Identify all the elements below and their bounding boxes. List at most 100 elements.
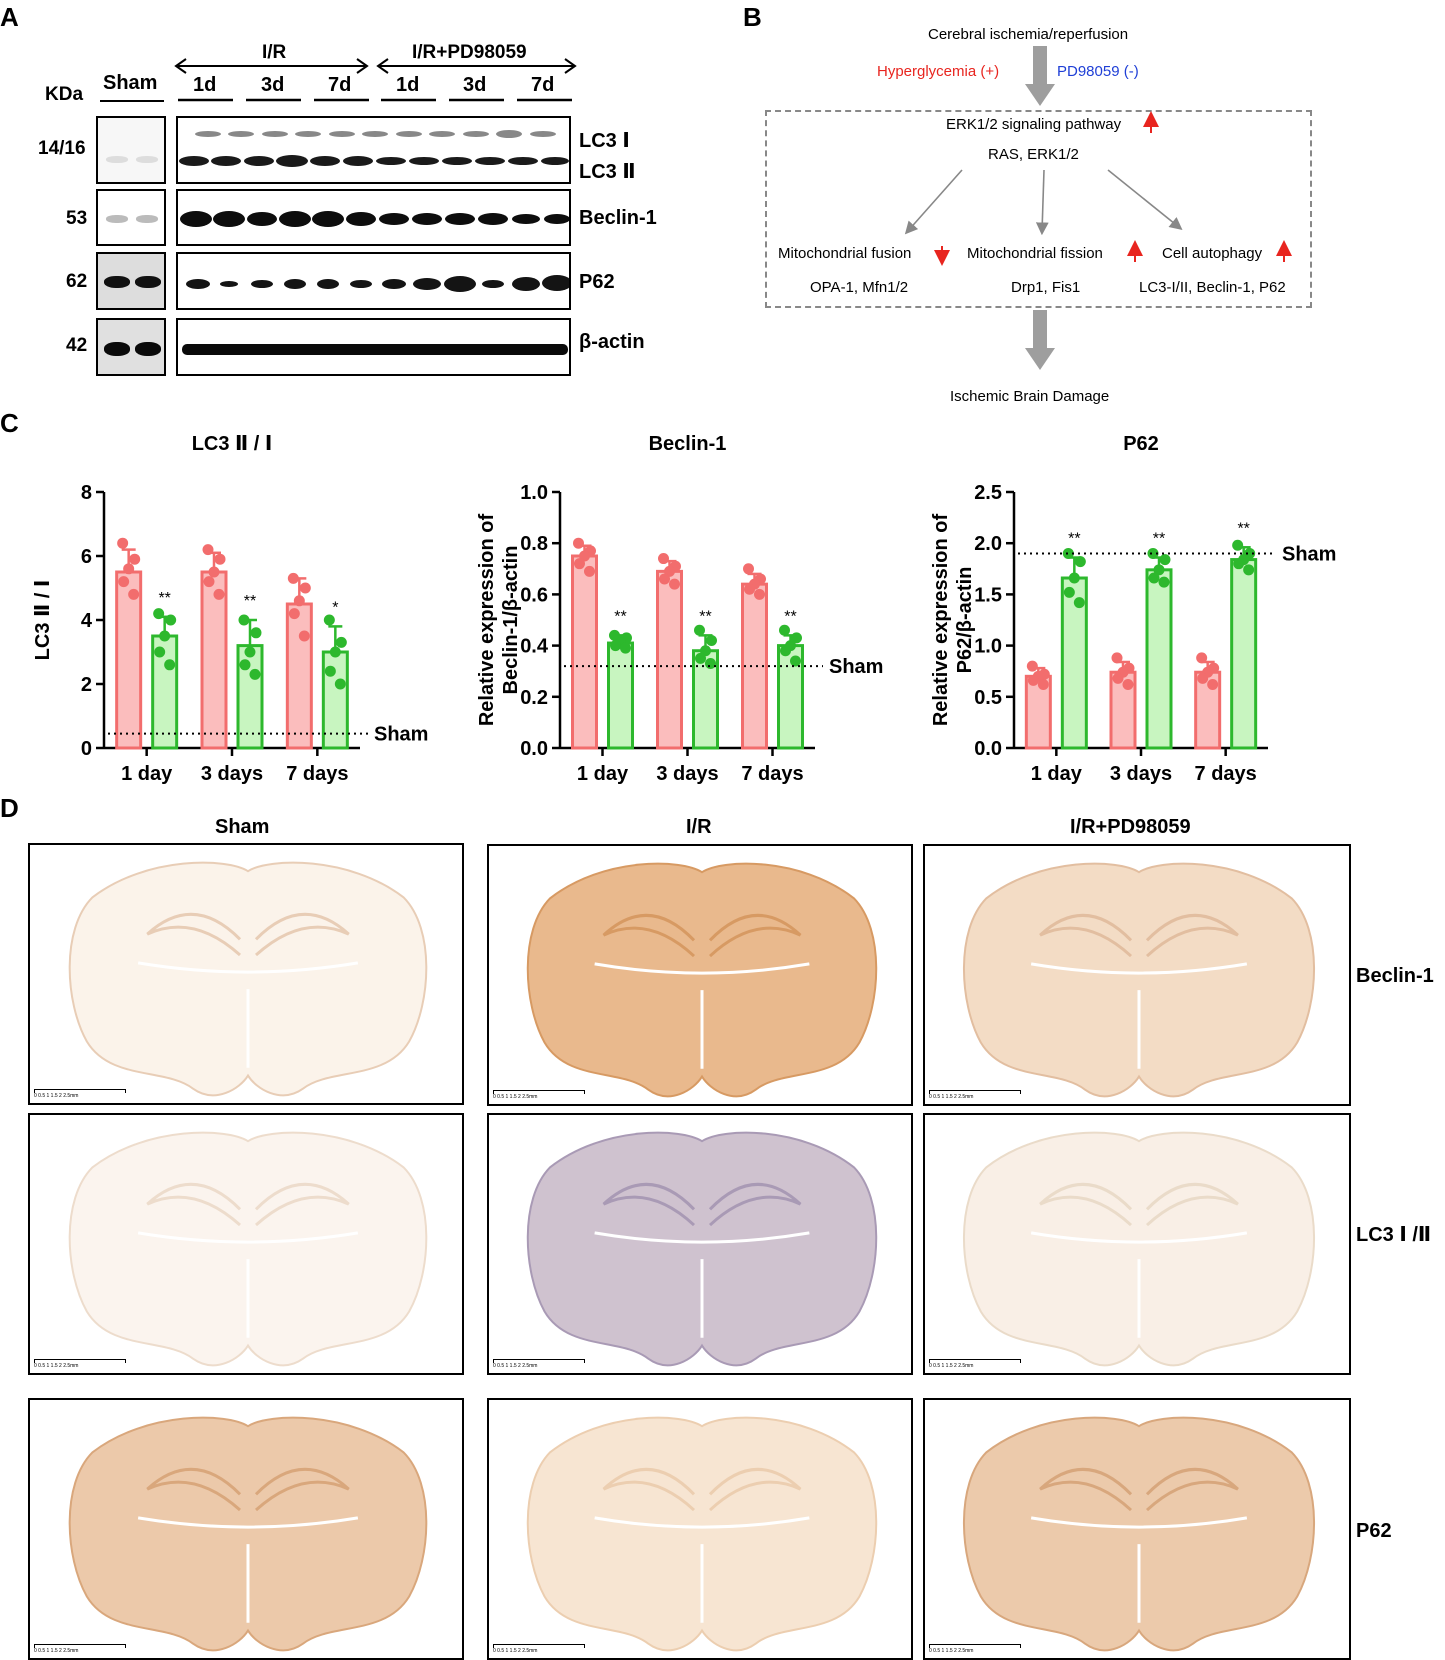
sham-blot-actin	[96, 318, 166, 376]
data-point	[123, 563, 135, 575]
ihc-image: 0 0.5 1 1.5 2 2.5mm	[487, 1398, 913, 1660]
panel-a-letter: A	[0, 2, 19, 32]
x-tick-label: 1 day	[577, 763, 629, 785]
pathway-box	[765, 110, 1312, 308]
data-point	[791, 632, 802, 644]
panel-b-letter: B	[743, 2, 762, 32]
hippocampus-contour	[254, 912, 350, 957]
data-point	[239, 659, 251, 671]
data-point	[1232, 539, 1244, 551]
actin-bands	[182, 344, 568, 355]
timepoint-label: 7d	[328, 74, 352, 96]
col-header-irpd: I/R+PD98059	[1070, 816, 1191, 838]
data-point	[790, 655, 801, 667]
data-point	[1153, 564, 1165, 576]
data-point	[1026, 660, 1038, 672]
data-point	[1074, 556, 1086, 568]
data-point	[298, 630, 310, 642]
pathway-fission-genes: Drp1, Fis1	[1011, 279, 1081, 296]
data-point	[705, 658, 716, 670]
y-tick-label: 1.5	[974, 584, 1002, 606]
data-point	[153, 608, 165, 620]
pathway-autophagy-genes: LC3-I/II, Beclin-1, P62	[1139, 279, 1286, 296]
ihc-image: 0 0.5 1 1.5 2 2.5mm	[487, 844, 913, 1106]
scale-bar-line	[34, 1359, 126, 1363]
data-point	[249, 668, 261, 680]
data-point	[1112, 672, 1124, 684]
bar	[607, 641, 634, 750]
x-tick-label: 7 days	[1195, 763, 1257, 785]
scale-bar: 0 0.5 1 1.5 2 2.5mm	[493, 1090, 585, 1100]
hippocampus-contour	[146, 1467, 242, 1512]
hippocampus-contour	[602, 913, 696, 958]
brain-section	[526, 1416, 878, 1652]
x-tick-label: 3 days	[1110, 763, 1172, 785]
data-point	[1111, 652, 1123, 664]
scale-bar-label: 0 0.5 1 1.5 2 2.5mm	[493, 1648, 538, 1654]
y-tick-label: 8	[81, 482, 92, 504]
data-point	[159, 630, 171, 642]
significance-mark: **	[1237, 520, 1249, 537]
y-tick-label: 1.0	[520, 482, 548, 504]
data-point	[1158, 576, 1170, 588]
marker-kda: 14/16	[38, 138, 86, 159]
protein-label-beclin: Beclin-1	[579, 207, 657, 229]
scale-bar-line	[34, 1644, 126, 1648]
ventricle	[1030, 962, 1248, 975]
ihc-image: 0 0.5 1 1.5 2 2.5mm	[923, 1113, 1351, 1375]
data-point	[154, 646, 166, 658]
bar	[115, 570, 143, 750]
row-label-lc3: LC3 Ⅰ /Ⅱ	[1356, 1224, 1432, 1246]
scale-bar-label: 0 0.5 1 1.5 2 2.5mm	[929, 1648, 974, 1654]
hippocampus-contour	[254, 1182, 350, 1227]
significance-mark: **	[158, 590, 170, 607]
data-point	[1196, 652, 1208, 664]
data-point	[659, 573, 670, 585]
data-point	[1037, 679, 1049, 691]
y-tick-label: 6	[81, 546, 92, 568]
bar	[1145, 568, 1173, 750]
scale-bar-line	[929, 1359, 1021, 1363]
scale-bar-line	[929, 1644, 1021, 1648]
marker-kda: 42	[66, 335, 88, 356]
bar	[571, 554, 598, 750]
data-point	[1197, 672, 1209, 684]
data-point	[250, 627, 262, 639]
significance-mark: **	[614, 608, 626, 625]
hippocampus-contour	[602, 1467, 696, 1512]
data-point	[334, 678, 346, 690]
data-point	[743, 563, 754, 575]
data-point	[128, 588, 140, 600]
data-point	[299, 582, 311, 594]
data-point	[609, 629, 620, 641]
data-point	[1062, 547, 1074, 559]
brain-section	[526, 1131, 878, 1367]
pathway-pd98059: PD98059 (-)	[1057, 63, 1139, 80]
data-point	[779, 624, 790, 636]
bar-charts: LC3 Ⅱ / Ⅰ LC3 Ⅱ / Ⅰ 0 2 4 6 8 1 day ** 3 days ** 7 …	[32, 433, 1336, 785]
bar	[285, 602, 313, 750]
data-point	[117, 537, 129, 549]
brain-outline	[68, 861, 428, 1097]
brain-section	[68, 861, 428, 1097]
marker-kda: 62	[66, 271, 88, 292]
brain-outline	[68, 1131, 428, 1367]
scale-bar: 0 0.5 1 1.5 2 2.5mm	[34, 1359, 126, 1369]
significance-mark: **	[244, 593, 256, 610]
data-point	[203, 576, 215, 588]
x-tick-label: 7 days	[741, 763, 803, 785]
y-tick-label: 0.8	[520, 533, 548, 555]
brain-outline	[68, 1416, 428, 1652]
data-point	[202, 544, 214, 556]
ihc-image: 0 0.5 1 1.5 2 2.5mm	[28, 1113, 464, 1375]
brain-section	[68, 1416, 428, 1652]
y-tick-label: 4	[81, 610, 93, 632]
pathway-ras: RAS, ERK1/2	[988, 146, 1079, 163]
brain-outline	[526, 1416, 878, 1652]
row-label-beclin: Beclin-1	[1356, 965, 1434, 987]
protein-label-lc3-2: LC3 Ⅱ	[579, 161, 636, 183]
data-point	[244, 646, 256, 658]
ihc-image: 0 0.5 1 1.5 2 2.5mm	[923, 844, 1351, 1106]
y-axis-label: Relative expression of	[476, 514, 498, 727]
y-tick-label: 0.6	[520, 584, 548, 606]
